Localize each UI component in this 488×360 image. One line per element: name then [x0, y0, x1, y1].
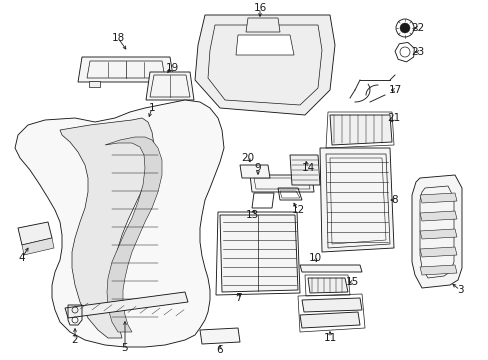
Polygon shape	[411, 175, 461, 288]
Text: 22: 22	[410, 23, 424, 33]
Polygon shape	[195, 15, 334, 115]
Text: 21: 21	[386, 113, 400, 123]
Text: 23: 23	[410, 47, 424, 57]
Polygon shape	[65, 292, 187, 318]
Text: 3: 3	[456, 285, 462, 295]
Circle shape	[399, 23, 409, 33]
Text: 8: 8	[391, 195, 398, 205]
Polygon shape	[236, 35, 293, 55]
Text: 12: 12	[291, 205, 304, 215]
Polygon shape	[419, 211, 456, 221]
Text: 10: 10	[308, 253, 321, 263]
Polygon shape	[240, 165, 269, 178]
Text: 4: 4	[19, 253, 25, 263]
Text: 16: 16	[253, 3, 266, 13]
Polygon shape	[15, 100, 224, 347]
Polygon shape	[307, 278, 347, 293]
Text: 5: 5	[122, 343, 128, 353]
Polygon shape	[299, 312, 359, 328]
Text: 15: 15	[345, 277, 358, 287]
Text: 1: 1	[148, 103, 155, 113]
Polygon shape	[419, 247, 456, 257]
Text: 17: 17	[387, 85, 401, 95]
Polygon shape	[419, 229, 456, 239]
Text: 2: 2	[72, 335, 78, 345]
Text: 20: 20	[241, 153, 254, 163]
Text: 6: 6	[216, 345, 223, 355]
Polygon shape	[89, 81, 100, 87]
Polygon shape	[289, 155, 319, 185]
Text: 19: 19	[165, 63, 178, 73]
Polygon shape	[105, 137, 162, 332]
Polygon shape	[249, 175, 313, 192]
Polygon shape	[220, 215, 297, 292]
Text: 11: 11	[323, 333, 336, 343]
Polygon shape	[22, 238, 54, 255]
Polygon shape	[245, 18, 280, 32]
Polygon shape	[419, 265, 456, 275]
Polygon shape	[153, 81, 163, 87]
Polygon shape	[299, 265, 361, 272]
Text: 13: 13	[245, 210, 258, 220]
Polygon shape	[60, 118, 154, 338]
Polygon shape	[319, 148, 393, 252]
Polygon shape	[146, 72, 194, 100]
Polygon shape	[200, 328, 240, 344]
Polygon shape	[329, 115, 391, 145]
Text: 14: 14	[301, 163, 314, 173]
Text: 9: 9	[254, 163, 261, 173]
Polygon shape	[78, 57, 174, 82]
Polygon shape	[18, 222, 52, 245]
Polygon shape	[419, 193, 456, 203]
Polygon shape	[302, 298, 361, 312]
Text: 18: 18	[111, 33, 124, 43]
Text: 7: 7	[234, 293, 241, 303]
